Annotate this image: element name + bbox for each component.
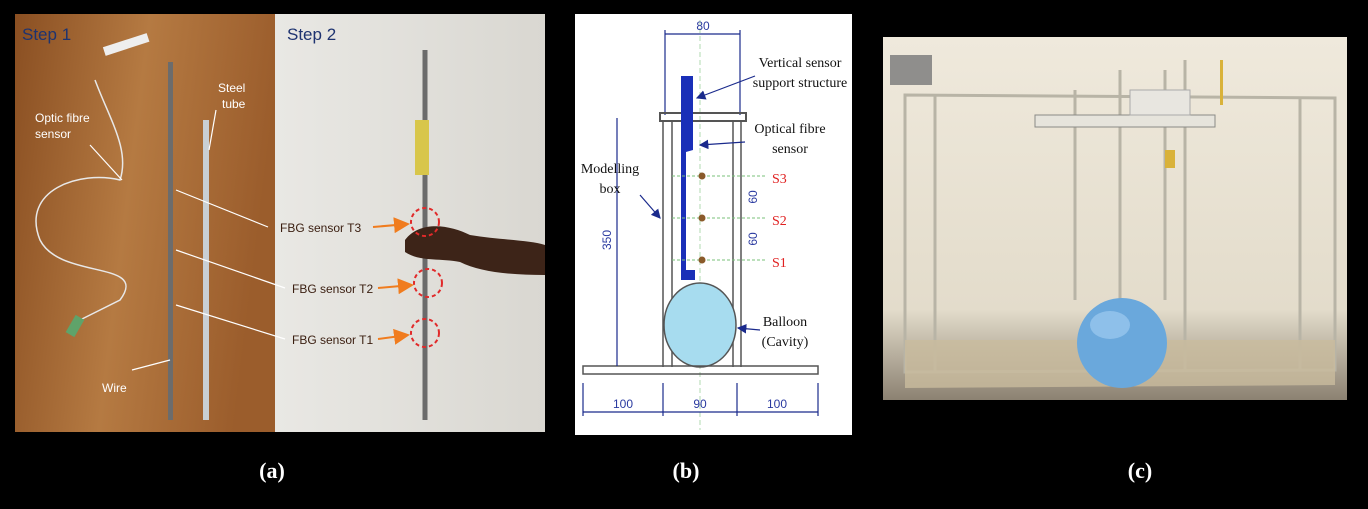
dimension-label: 80: [696, 19, 710, 33]
annotation: Balloon: [763, 315, 807, 330]
annotation: FBG sensor T3: [280, 221, 361, 235]
wood-photo: [15, 14, 275, 432]
annotation: Steel: [218, 81, 245, 95]
annotation: sensor: [772, 142, 808, 157]
sensor-label: S1: [772, 256, 787, 271]
dimension-label: 60: [746, 232, 760, 246]
annotation: Wire: [102, 381, 127, 395]
dimension-label: 60: [746, 190, 760, 204]
panel-c: (c): [883, 37, 1347, 483]
annotation: Vertical sensor: [759, 56, 842, 71]
panel-label: (b): [673, 458, 700, 483]
annotation: tube: [222, 97, 246, 111]
sensor-label: S3: [772, 172, 787, 187]
panel-a: Step 1 Step 2 Optic fibre sensor Steel t…: [15, 14, 545, 483]
annotation: Modelling: [581, 162, 639, 177]
dimension-label: 90: [693, 397, 707, 411]
annotation: box: [600, 182, 621, 197]
panel-b: 80 Vertical sensor support structure Opt…: [575, 14, 852, 483]
annotation: (Cavity): [762, 335, 809, 350]
figure: Step 1 Step 2 Optic fibre sensor Steel t…: [0, 0, 1368, 509]
dimension-label: 100: [613, 397, 633, 411]
annotation: FBG sensor T2: [292, 282, 373, 296]
sensor-label: S2: [772, 214, 787, 229]
step-label: Step 1: [22, 25, 71, 44]
panel-label: (a): [259, 458, 285, 483]
panel-label: (c): [1128, 458, 1152, 483]
annotation: sensor: [35, 127, 71, 141]
dimension-label: 100: [767, 397, 787, 411]
annotation: Optical fibre: [754, 122, 825, 137]
dimension-label: 350: [600, 230, 614, 250]
annotation: FBG sensor T1: [292, 333, 373, 347]
annotation: Optic fibre: [35, 111, 90, 125]
annotation: support structure: [753, 76, 847, 91]
step-label: Step 2: [287, 25, 336, 44]
